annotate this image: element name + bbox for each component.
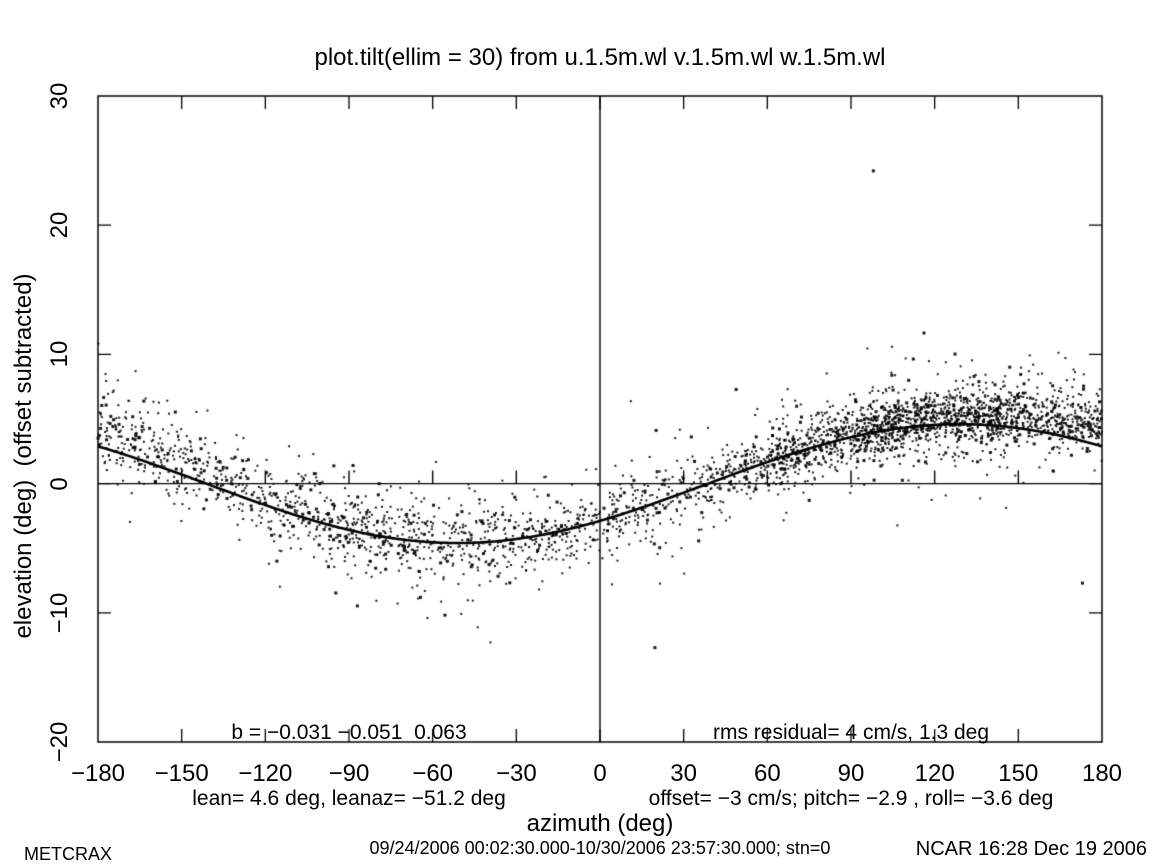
x-tick-label: −90: [328, 760, 370, 787]
x-tick-label: 90: [837, 760, 865, 787]
fit-rms-residual: rms residual= 4 cm/s, 1.3 deg: [712, 721, 990, 744]
y-tick-label: 0: [46, 476, 73, 491]
fit-annotation-right: rms residual= 4 cm/s, 1.3 deg offset= −3…: [649, 678, 1054, 854]
fit-b-coefficients: b = −0.031 −0.051 0.063: [231, 721, 467, 744]
y-axis-label: elevation (deg) (offset subtracted): [10, 273, 37, 639]
x-tick-label: −60: [412, 760, 454, 787]
x-axis-label: azimuth (deg): [526, 810, 674, 837]
x-tick-label: −120: [238, 760, 293, 787]
x-tick-label: 0: [593, 760, 607, 787]
x-tick-label: 30: [670, 760, 698, 787]
fit-offset-pitch-roll: offset= −3 cm/s; pitch= −2.9 , roll= −3.…: [648, 787, 1054, 810]
x-tick-label: 180: [1081, 760, 1123, 787]
y-tick-label: 10: [46, 341, 73, 368]
y-tick-label: −10: [46, 592, 73, 634]
x-tick-label: 60: [753, 760, 781, 787]
fit-lean-values: lean= 4.6 deg, leanaz= −51.2 deg: [192, 787, 506, 810]
project-name: METCRAX: [24, 844, 113, 864]
x-tick-label: −180: [70, 760, 126, 787]
y-tick-label: 30: [46, 82, 73, 110]
x-tick-label: −30: [495, 760, 537, 787]
x-tick-label: −150: [154, 760, 209, 787]
plot-stamp: NCAR 16:28 Dec 19 2006: [915, 838, 1147, 860]
y-tick-label: −20: [46, 721, 73, 763]
fit-annotation-left: b = −0.031 −0.051 0.063 lean= 4.6 deg, l…: [192, 678, 506, 854]
plot-title: plot.tilt(ellim = 30) from u.1.5m.wl v.1…: [314, 44, 886, 71]
y-tick-label: 20: [46, 211, 73, 239]
x-tick-label: 120: [914, 760, 955, 787]
time-range: 09/24/2006 00:02:30.000-10/30/2006 23:57…: [369, 838, 831, 858]
x-tick-label: 150: [998, 760, 1039, 787]
